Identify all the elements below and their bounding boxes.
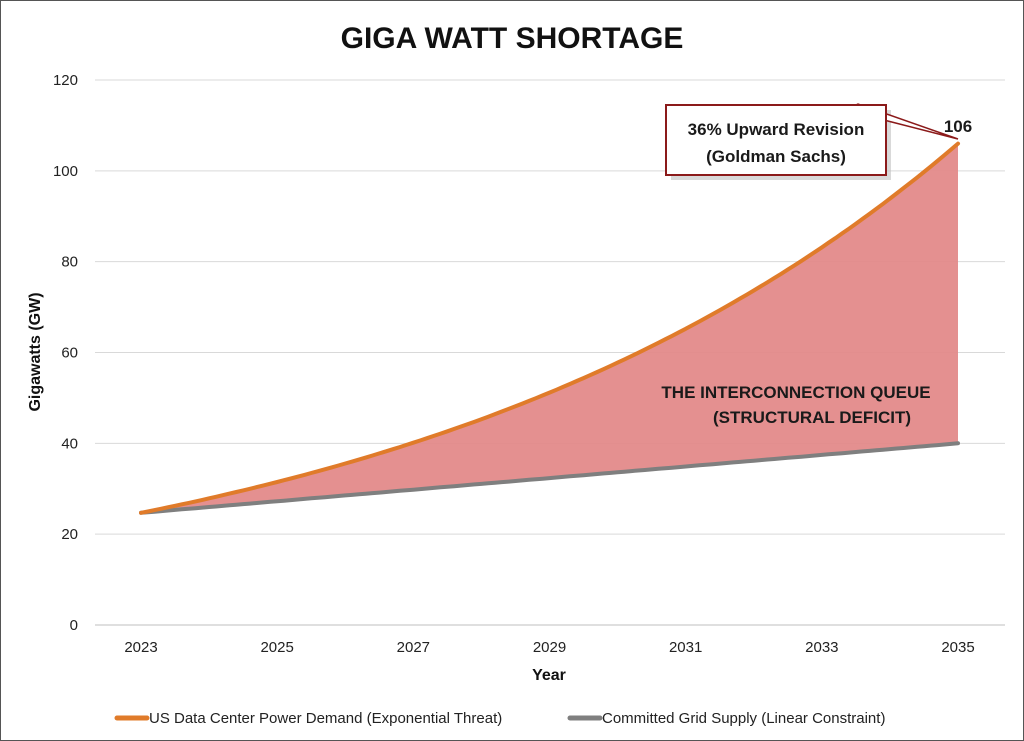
y-tick-label: 20 — [61, 526, 78, 543]
legend-label-supply: Committed Grid Supply (Linear Constraint… — [602, 710, 885, 727]
legend: US Data Center Power Demand (Exponential… — [114, 710, 885, 727]
y-tick-label: 60 — [61, 345, 78, 362]
y-tick-label: 0 — [70, 617, 78, 634]
y-axis-label: Gigawatts (GW) — [27, 292, 44, 411]
y-tick-label: 80 — [61, 254, 78, 271]
x-tick-label: 2029 — [533, 639, 566, 656]
deficit-label-line1: THE INTERCONNECTION QUEUE — [661, 383, 930, 402]
y-tick-label: 120 — [53, 72, 78, 89]
y-axis-ticks: 0 20 40 60 80 100 120 — [53, 72, 78, 634]
end-value-label: 106 — [944, 117, 972, 136]
x-tick-label: 2027 — [397, 639, 430, 656]
deficit-area — [141, 143, 958, 513]
x-tick-label: 2025 — [260, 639, 293, 656]
x-axis-ticks: 2023 2025 2027 2029 2031 2033 2035 — [124, 639, 974, 656]
x-tick-label: 2031 — [669, 639, 702, 656]
x-tick-label: 2033 — [805, 639, 838, 656]
demand-line — [139, 141, 960, 515]
callout-box — [665, 104, 887, 176]
supply-line — [139, 441, 960, 515]
x-tick-label: 2035 — [941, 639, 974, 656]
callout-line2: (Goldman Sachs) — [706, 147, 846, 166]
x-tick-label: 2023 — [124, 639, 157, 656]
x-axis-label: Year — [532, 667, 566, 684]
deficit-label-line2: (STRUCTURAL DEFICIT) — [713, 408, 911, 427]
chart-title: GIGA WATT SHORTAGE — [341, 22, 684, 55]
legend-label-demand: US Data Center Power Demand (Exponential… — [149, 710, 502, 727]
y-tick-label: 100 — [53, 163, 78, 180]
callout-line1: 36% Upward Revision — [688, 120, 865, 139]
y-tick-label: 40 — [61, 435, 78, 452]
